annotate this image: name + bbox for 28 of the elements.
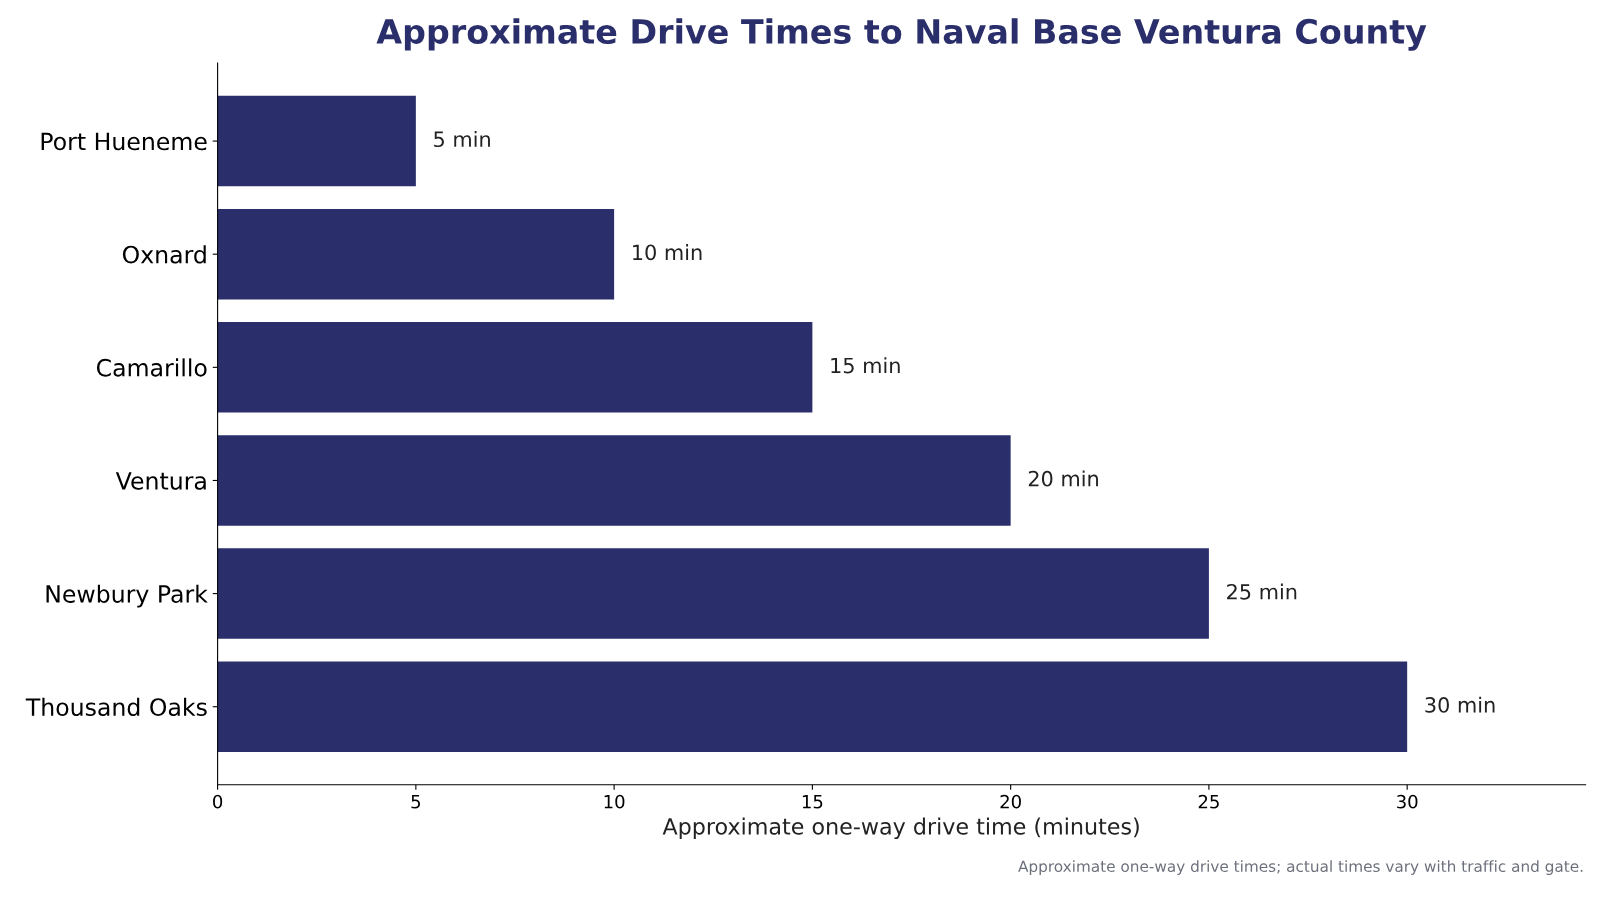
data-label: 30 min — [1425, 696, 1495, 713]
bar — [217, 548, 1209, 639]
y-tick-label: Thousand Oaks — [25, 697, 207, 717]
bar — [217, 661, 1408, 752]
x-tick-label: 25 — [1198, 794, 1219, 809]
y-tick-label: Newbury Park — [46, 584, 208, 608]
data-label: 10 min — [633, 244, 702, 261]
x-tick-label: 10 — [604, 794, 625, 809]
x-axis-title: Approximate one-way drive time (minutes) — [662, 817, 1139, 840]
x-tick-label: 5 — [411, 795, 421, 809]
x-tick-label: 0 — [213, 794, 223, 809]
y-tick-label: Port Hueneme — [41, 132, 207, 151]
data-label: 25 min — [1227, 583, 1297, 600]
chart-title: Approximate Drive Times to Naval Base Ventura County — [376, 18, 1427, 51]
y-tick-label: Camarillo — [96, 358, 207, 377]
bar — [217, 435, 1011, 526]
data-label: 20 min — [1028, 470, 1098, 487]
y-tick-label: Ventura — [115, 472, 206, 490]
data-label: 5 min — [434, 130, 490, 148]
bar — [217, 208, 615, 300]
data-label: 15 min — [831, 357, 900, 374]
bar — [217, 95, 416, 187]
x-tick-label: 20 — [1000, 794, 1021, 809]
x-tick-label: 15 — [802, 795, 823, 809]
y-tick-label: Oxnard — [122, 245, 206, 264]
bar — [217, 322, 813, 413]
text: Approximate one-way drive times; actual times vary with traffic and gate. — [1018, 860, 1583, 875]
x-tick-label: 30 — [1397, 794, 1418, 809]
